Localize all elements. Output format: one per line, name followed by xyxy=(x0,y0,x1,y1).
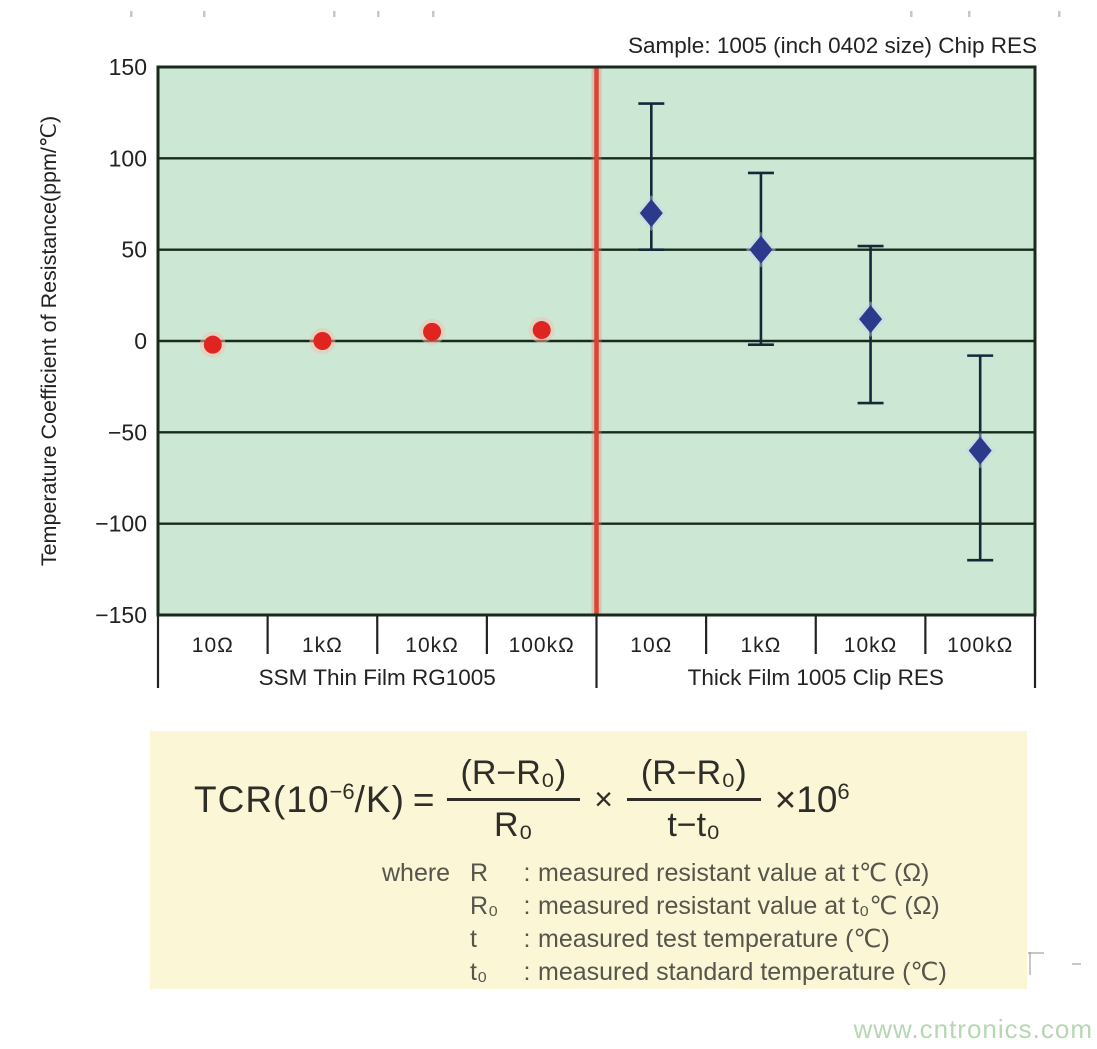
x-category-label: 10kΩ xyxy=(844,634,898,657)
y-tick-label: 50 xyxy=(121,237,147,263)
marker-thin-film xyxy=(532,321,551,340)
y-tick-label: −100 xyxy=(95,511,147,537)
fraction-1-denominator: R₀ xyxy=(494,806,533,845)
crop-artifact xyxy=(432,11,435,17)
where-label: where xyxy=(382,858,451,887)
crop-artifact xyxy=(1058,11,1061,17)
definition-R0: measured resistant value at t₀℃ (Ω) xyxy=(538,891,940,920)
crop-artifact xyxy=(130,11,133,17)
symbol-R: R xyxy=(470,858,489,887)
colon: : xyxy=(523,858,531,887)
crop-artifact xyxy=(333,11,336,17)
marker-thick-film xyxy=(968,436,992,465)
crop-artifact xyxy=(968,11,971,17)
group-label: Thick Film 1005 Clip RES xyxy=(688,665,944,690)
spacer xyxy=(382,956,470,989)
definition-R: measured resistant value at t℃ (Ω) xyxy=(538,858,930,887)
crop-artifact xyxy=(1028,952,1044,954)
x-category-label: 1kΩ xyxy=(740,634,781,657)
fraction-2-denominator: t−t₀ xyxy=(667,806,721,845)
y-tick-label: 150 xyxy=(109,54,147,80)
x-category-label: 100kΩ xyxy=(509,634,575,657)
equals-sign: = xyxy=(412,778,435,820)
y-axis-title: Temperature Coefficient of Resistance(pp… xyxy=(37,116,61,566)
y-tick-label: −150 xyxy=(95,602,147,628)
formula-box: TCR(10−6/K) = (R−R₀) R₀ × (R−R₀) t−t₀ ×1… xyxy=(150,731,1027,989)
fraction-2: (R−R₀) t−t₀ xyxy=(626,754,761,845)
fraction-1-numerator: (R−R₀) xyxy=(446,754,581,802)
tcr-chart: 150 100 50 0 −50 −100 −150 Temperature Coeffici… xyxy=(37,11,1061,690)
tcr-formula: TCR(10−6/K) = (R−R₀) R₀ × (R−R₀) t−t₀ ×1… xyxy=(194,754,1027,845)
factor-base: ×10 xyxy=(774,778,838,820)
crop-artifact xyxy=(203,11,206,17)
definition-t: measured test temperature (℃) xyxy=(538,924,890,953)
symbol-t: t xyxy=(470,924,477,953)
where-row: R₀ : measured resistant value at t₀℃ (Ω) xyxy=(382,890,1027,923)
factor-exponent: 6 xyxy=(837,778,850,804)
where-row: t : measured test temperature (℃) xyxy=(382,923,1027,956)
where-row: where R : measured resistant value at t℃… xyxy=(382,857,1027,890)
fraction-2-numerator: (R−R₀) xyxy=(626,754,761,802)
y-tick-label: 100 xyxy=(109,145,147,171)
fraction-1: (R−R₀) R₀ xyxy=(446,754,581,845)
watermark: www.cntronics.com xyxy=(853,1014,1093,1044)
where-row: t₀ : measured standard temperature (℃) xyxy=(382,956,1027,989)
colon: : xyxy=(523,957,531,986)
symbol-t0: t₀ xyxy=(470,957,488,986)
symbol-R0: R₀ xyxy=(470,891,499,920)
definition-t0: measured standard temperature (℃) xyxy=(538,957,947,986)
formula-factor: ×106 xyxy=(775,779,850,821)
chart-title: Sample: 1005 (inch 0402 size) Chip RES xyxy=(628,33,1037,58)
marker-thin-film xyxy=(423,322,442,341)
multiply-sign: × xyxy=(594,781,613,818)
y-tick-label: 0 xyxy=(134,328,147,354)
marker-thick-film xyxy=(859,305,883,334)
group-label: SSM Thin Film RG1005 xyxy=(259,665,496,690)
crop-artifact xyxy=(910,11,913,17)
x-category-label: 10Ω xyxy=(192,634,234,657)
x-category-label: 10kΩ xyxy=(405,634,459,657)
colon: : xyxy=(523,891,531,920)
spacer xyxy=(382,923,470,956)
x-category-label: 1kΩ xyxy=(302,634,343,657)
crop-artifact xyxy=(1072,963,1081,965)
crop-artifact xyxy=(377,11,380,17)
formula-notes: where R : measured resistant value at t℃… xyxy=(382,857,1027,989)
x-category-label: 100kΩ xyxy=(947,634,1013,657)
crop-artifact xyxy=(1029,952,1031,975)
x-category-label: 10Ω xyxy=(630,634,672,657)
marker-thin-film xyxy=(203,335,222,354)
formula-lhs: TCR(10−6/K) xyxy=(194,779,405,821)
formula-lhs-base: TCR(10 xyxy=(194,778,330,820)
marker-thick-film xyxy=(749,235,773,264)
y-tick-label: −50 xyxy=(108,419,147,445)
marker-thin-film xyxy=(313,332,332,350)
spacer xyxy=(382,890,470,923)
colon: : xyxy=(523,924,531,953)
formula-lhs-close: /K) xyxy=(354,778,405,820)
marker-thick-film xyxy=(639,199,663,228)
formula-lhs-exponent: −6 xyxy=(329,778,355,804)
